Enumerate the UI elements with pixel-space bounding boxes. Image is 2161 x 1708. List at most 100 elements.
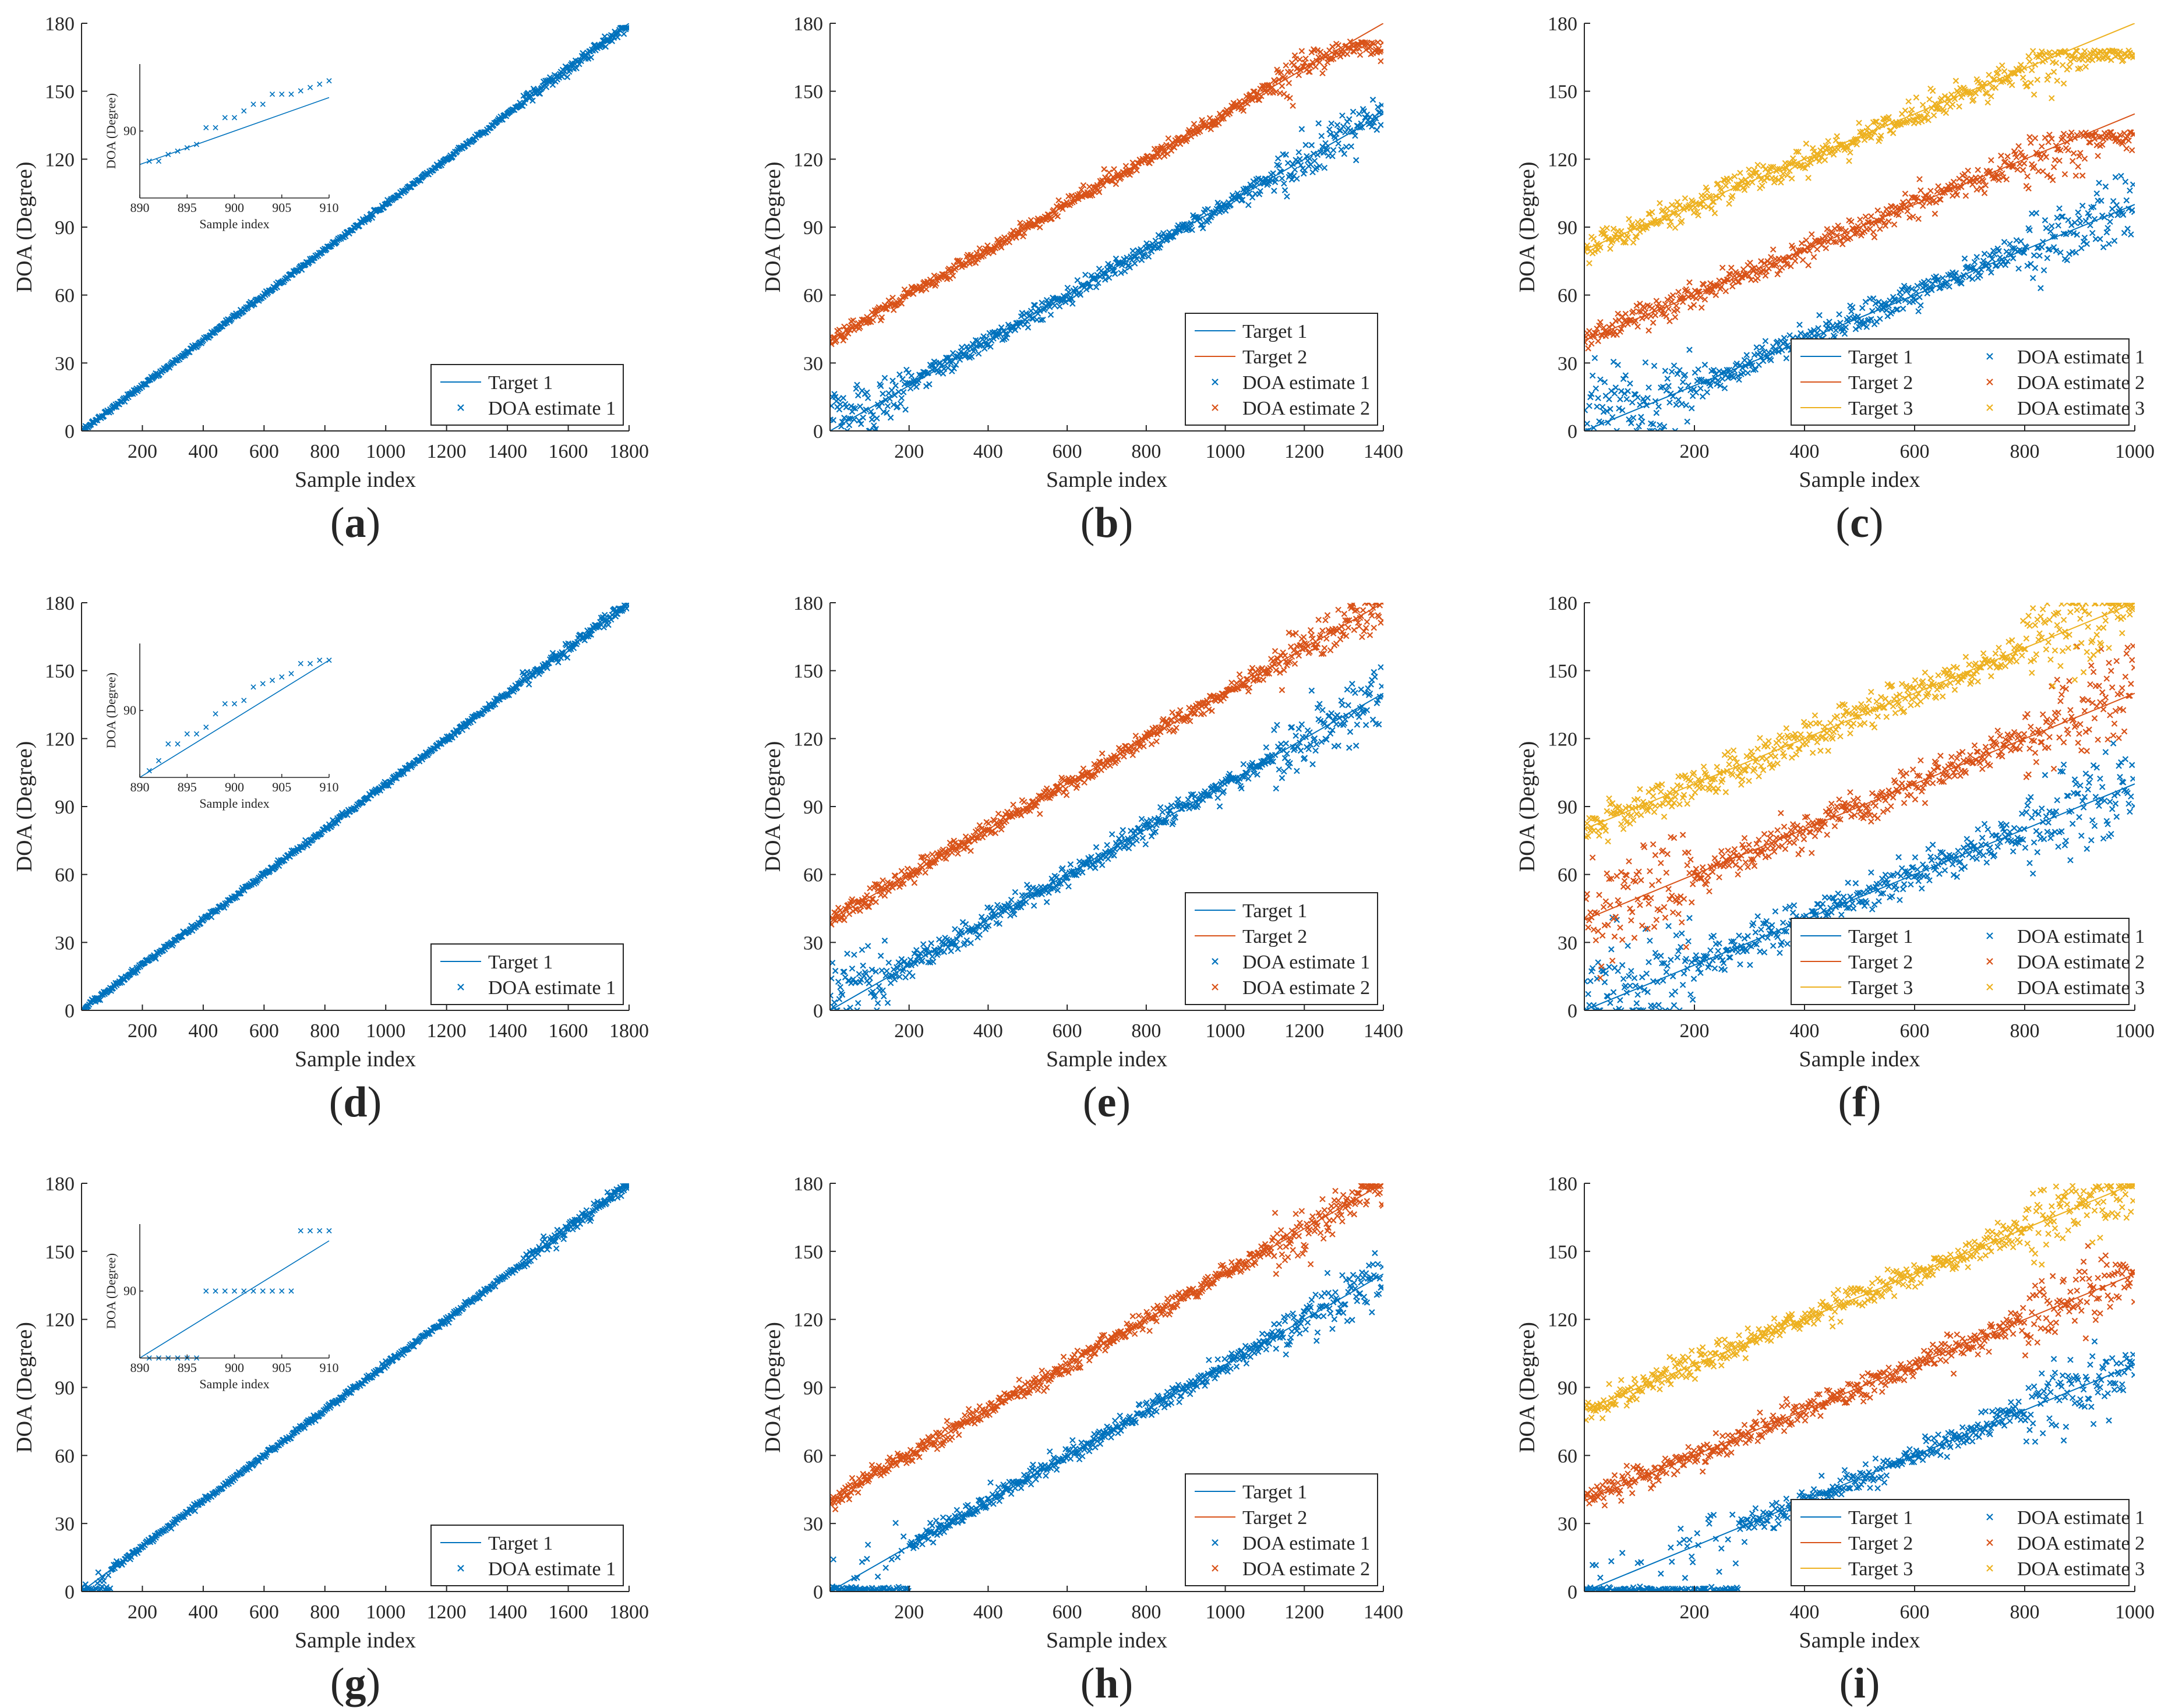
data-point	[1166, 807, 1173, 814]
data-point	[1371, 669, 1377, 676]
data-point	[911, 879, 918, 886]
data-point	[1027, 807, 1033, 814]
data-point	[854, 1007, 860, 1010]
data-point	[1729, 193, 1736, 199]
data-point	[835, 396, 842, 402]
data-point	[1033, 803, 1039, 809]
data-point	[1784, 261, 1791, 268]
data-point	[1905, 98, 1912, 105]
data-point	[2040, 267, 2047, 274]
data-point	[1121, 753, 1127, 760]
data-point	[1054, 213, 1061, 220]
data-point	[1708, 205, 1715, 212]
data-point	[1786, 168, 1793, 174]
data-point	[846, 422, 853, 429]
data-point	[1142, 841, 1149, 848]
data-point	[952, 942, 959, 948]
data-point	[1118, 832, 1125, 839]
data-point	[923, 286, 930, 292]
data-point	[2049, 177, 2056, 183]
data-point	[1652, 312, 1659, 319]
plot-area-a	[82, 23, 629, 431]
data-point	[1319, 707, 1326, 713]
data-point	[1862, 299, 1869, 305]
data-point	[2055, 222, 2061, 229]
data-point	[1320, 149, 1327, 156]
data-point	[1088, 854, 1094, 860]
legend-entry: DOA estimate 1	[1212, 372, 1370, 394]
data-point	[2064, 257, 2071, 264]
data-point	[840, 395, 847, 401]
data-point	[1277, 69, 1284, 76]
data-point	[1836, 311, 1842, 318]
series-b-est2	[830, 38, 1383, 348]
data-point	[987, 904, 994, 911]
data-point	[843, 404, 850, 411]
data-point	[1617, 396, 1623, 402]
data-point	[1163, 819, 1170, 825]
data-point	[1930, 112, 1937, 119]
data-point	[1926, 199, 1933, 206]
x-tick-label: 1400	[488, 441, 527, 462]
data-point	[878, 399, 885, 406]
data-point	[897, 960, 904, 967]
data-point	[998, 324, 1005, 331]
data-point	[1636, 308, 1642, 315]
legend-entry: Target 3	[1800, 398, 1913, 419]
data-point	[1961, 255, 1968, 262]
data-point	[1129, 752, 1136, 758]
data-point	[1978, 185, 1985, 192]
data-point	[2131, 51, 2135, 58]
data-point	[931, 273, 938, 279]
inset-x-label: Sample index	[199, 796, 269, 811]
data-point	[948, 360, 954, 366]
data-point	[605, 621, 612, 628]
data-point	[841, 917, 848, 924]
data-point	[985, 820, 992, 827]
data-point	[1322, 140, 1329, 147]
data-point	[2043, 154, 2050, 160]
data-point	[1046, 889, 1052, 896]
x-tick-label: 1600	[549, 1020, 588, 1042]
data-point	[1277, 741, 1284, 748]
data-point	[2079, 202, 2086, 209]
data-point	[1639, 218, 1646, 224]
y-tick-label: 30	[55, 932, 75, 954]
data-point	[1283, 740, 1290, 747]
data-point	[1601, 230, 1608, 237]
data-point	[1686, 346, 1693, 353]
data-point	[1650, 421, 1657, 427]
data-point	[1806, 247, 1813, 254]
data-point	[998, 244, 1005, 251]
data-point	[1682, 372, 1689, 379]
data-point	[1279, 83, 1286, 90]
data-point	[2096, 179, 2102, 186]
data-point	[992, 830, 999, 836]
data-point	[1647, 427, 1653, 431]
data-point	[830, 341, 835, 348]
data-point	[1956, 103, 1962, 110]
data-point	[1709, 199, 1716, 205]
data-point	[1762, 273, 1769, 279]
data-point	[1313, 741, 1320, 748]
inset-point	[317, 81, 323, 87]
data-point	[1715, 377, 1721, 384]
data-point	[1883, 307, 1890, 314]
x-tick-label: 1400	[488, 1020, 527, 1042]
inset-point	[279, 91, 285, 97]
data-point	[963, 844, 970, 851]
data-point	[2000, 174, 2007, 181]
data-point	[1898, 293, 1904, 300]
data-point	[859, 896, 866, 903]
data-point	[1983, 90, 1990, 97]
y-axis-label: DOA (Degree)	[12, 741, 37, 872]
data-point	[1093, 844, 1100, 851]
data-point	[1326, 126, 1333, 133]
data-point	[1170, 819, 1177, 826]
data-point	[1157, 804, 1164, 811]
data-point	[1832, 239, 1839, 245]
data-point	[1683, 402, 1690, 409]
